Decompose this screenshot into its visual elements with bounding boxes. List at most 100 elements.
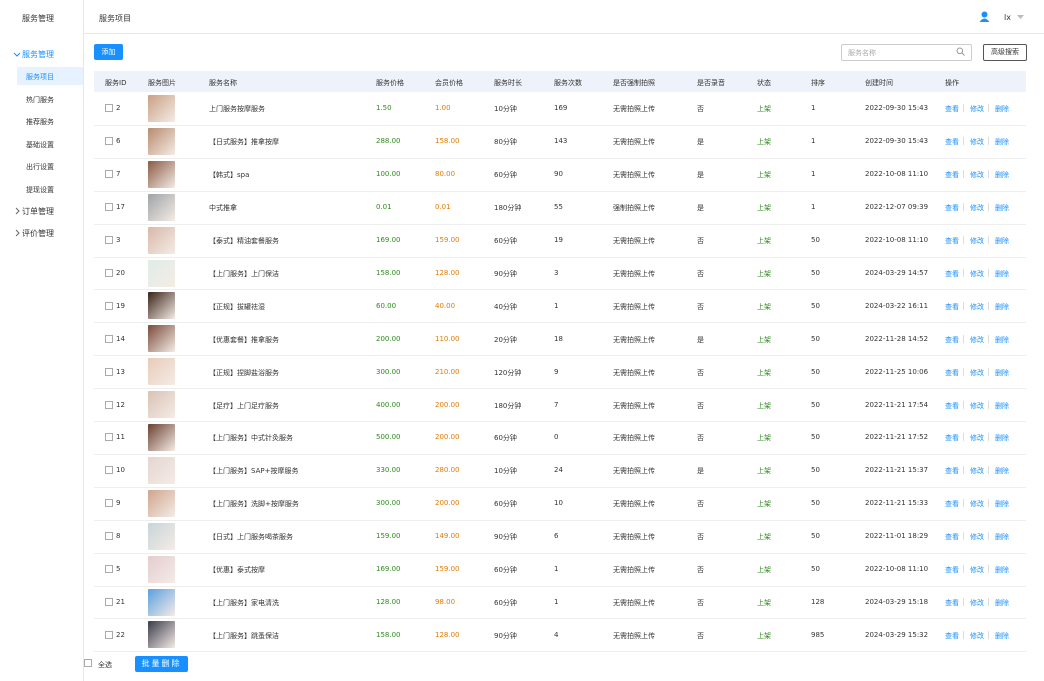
action-link[interactable]: 查看 (945, 204, 959, 213)
menu-item[interactable]: 热门服务 (26, 95, 54, 104)
action-link[interactable]: 删除 (995, 335, 1009, 344)
action-link[interactable]: 删除 (995, 302, 1009, 311)
action-link[interactable]: 删除 (995, 105, 1009, 114)
menu-group[interactable]: 服务管理 (22, 50, 54, 59)
action-link[interactable]: 删除 (995, 171, 1009, 180)
menu-group[interactable]: 订单管理 (22, 207, 54, 216)
checkbox[interactable] (105, 301, 113, 310)
action-link[interactable]: 删除 (995, 631, 1009, 640)
advanced-search-button[interactable]: 高级搜索 (983, 44, 1027, 61)
action-link[interactable]: 修改 (970, 138, 984, 147)
cell: 上架 (757, 598, 771, 607)
checkbox[interactable] (105, 268, 113, 277)
menu-item[interactable]: 服务项目 (26, 73, 54, 81)
action-link[interactable]: 查看 (945, 533, 959, 542)
select-all-checkbox[interactable] (84, 659, 92, 667)
action-link[interactable]: 删除 (995, 368, 1009, 377)
checkbox[interactable] (105, 334, 113, 343)
action-link[interactable]: 修改 (970, 500, 984, 509)
row-divider (94, 190, 1026, 192)
checkbox[interactable] (105, 203, 113, 212)
search-input[interactable] (841, 44, 972, 61)
action-link[interactable]: 查看 (945, 105, 959, 114)
menu-group[interactable]: 评价管理 (22, 229, 54, 238)
checkbox[interactable] (105, 137, 113, 146)
action-link[interactable]: 查看 (945, 631, 959, 640)
action-link[interactable]: 修改 (970, 401, 984, 410)
separator (963, 367, 964, 376)
action-link[interactable]: 删除 (995, 204, 1009, 213)
cell: 1.50 (376, 104, 392, 113)
action-link[interactable]: 修改 (970, 302, 984, 311)
action-link[interactable]: 修改 (970, 335, 984, 344)
action-link[interactable]: 查看 (945, 171, 959, 180)
action-link[interactable]: 删除 (995, 467, 1009, 476)
cell: 24 (554, 466, 563, 475)
action-link[interactable]: 删除 (995, 138, 1009, 147)
action-link[interactable]: 查看 (945, 467, 959, 476)
action-link[interactable]: 修改 (970, 237, 984, 246)
cell: 0.01 (435, 203, 451, 212)
action-link[interactable]: 查看 (945, 237, 959, 246)
cell: 上架 (757, 204, 771, 213)
cell: 149.00 (435, 532, 460, 541)
menu-item[interactable]: 推荐服务 (26, 118, 54, 127)
action-link[interactable]: 删除 (995, 434, 1009, 443)
action-link[interactable]: 修改 (970, 566, 984, 575)
action-link[interactable]: 查看 (945, 500, 959, 509)
menu-item[interactable]: 提现设置 (26, 186, 54, 194)
action-link[interactable]: 查看 (945, 302, 959, 311)
checkbox[interactable] (105, 597, 113, 606)
checkbox[interactable] (105, 433, 113, 442)
action-link[interactable]: 查看 (945, 566, 959, 575)
batch-delete-button[interactable]: 批量删除 (135, 656, 188, 672)
action-link[interactable]: 查看 (945, 401, 959, 410)
action-link[interactable]: 修改 (970, 598, 984, 607)
checkbox[interactable] (105, 170, 113, 179)
action-link[interactable]: 修改 (970, 631, 984, 640)
action-link[interactable]: 修改 (970, 434, 984, 443)
action-link[interactable]: 删除 (995, 269, 1009, 278)
action-link[interactable]: 查看 (945, 598, 959, 607)
action-link[interactable]: 查看 (945, 368, 959, 377)
cell: 3 (116, 236, 121, 245)
menu-item[interactable]: 出行设置 (26, 163, 54, 172)
action-link[interactable]: 修改 (970, 105, 984, 114)
select-all-label[interactable]: 全选 (98, 661, 112, 669)
add-button[interactable]: 添加 (94, 44, 123, 60)
cell: 60分钟 (494, 434, 517, 443)
checkbox[interactable] (105, 499, 113, 508)
menu-item[interactable]: 基础设置 (26, 140, 54, 149)
action-link[interactable]: 修改 (970, 204, 984, 213)
cell: 2022-11-21 15:33 (865, 499, 929, 508)
action-link[interactable]: 删除 (995, 566, 1009, 575)
cell: 【上门服务】家电清洗 (209, 598, 279, 607)
checkbox[interactable] (105, 466, 113, 475)
action-link[interactable]: 查看 (945, 138, 959, 147)
action-link[interactable]: 删除 (995, 401, 1009, 410)
action-link[interactable]: 删除 (995, 500, 1009, 509)
action-link[interactable]: 修改 (970, 533, 984, 542)
cell: 1 (554, 597, 559, 606)
action-link[interactable]: 修改 (970, 269, 984, 278)
checkbox[interactable] (105, 630, 113, 639)
action-link[interactable]: 删除 (995, 237, 1009, 246)
checkbox[interactable] (105, 236, 113, 245)
checkbox[interactable] (105, 367, 113, 376)
checkbox[interactable] (105, 532, 113, 541)
action-link[interactable]: 修改 (970, 368, 984, 377)
checkbox[interactable] (105, 565, 113, 574)
action-link[interactable]: 删除 (995, 533, 1009, 542)
user-icon[interactable] (979, 11, 990, 22)
action-link[interactable]: 查看 (945, 269, 959, 278)
action-link[interactable]: 删除 (995, 598, 1009, 607)
checkbox[interactable] (105, 104, 113, 113)
action-link[interactable]: 查看 (945, 335, 959, 344)
action-link[interactable]: 查看 (945, 434, 959, 443)
action-link[interactable]: 修改 (970, 171, 984, 180)
cell: 2022-10-08 11:10 (865, 565, 929, 574)
user-name[interactable]: lx (1004, 13, 1011, 22)
action-link[interactable]: 修改 (970, 467, 984, 476)
search-icon[interactable] (956, 47, 965, 56)
checkbox[interactable] (105, 400, 113, 409)
